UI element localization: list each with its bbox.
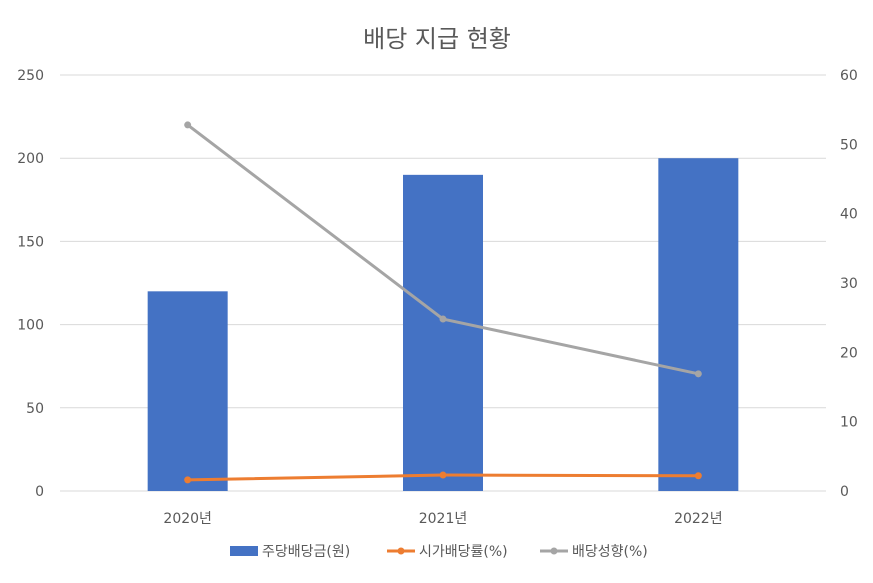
- right-tick-label: 40: [840, 207, 858, 223]
- line-series: [184, 121, 702, 484]
- legend-swatch: [230, 546, 258, 556]
- legend-label: 배당성향(%): [572, 544, 648, 560]
- bar: [658, 158, 739, 491]
- legend-marker: [397, 547, 405, 555]
- chart-title: 배당 지급 현황: [363, 25, 511, 53]
- bar: [147, 291, 228, 491]
- right-tick-label: 10: [840, 415, 858, 431]
- x-tick-label: 2021년: [419, 511, 468, 527]
- x-tick-label: 2022년: [674, 511, 723, 527]
- x-tick-label: 2020년: [163, 511, 212, 527]
- legend-marker: [550, 547, 558, 555]
- left-tick-label: 150: [17, 234, 44, 250]
- data-point: [439, 471, 447, 479]
- right-tick-label: 30: [840, 276, 858, 292]
- data-point: [694, 370, 702, 378]
- right-tick-label: 50: [840, 137, 858, 153]
- data-point: [694, 472, 702, 480]
- left-tick-label: 0: [35, 484, 44, 500]
- legend-label: 주당배당금(원): [262, 544, 350, 560]
- bar-series: [147, 158, 739, 491]
- left-tick-label: 100: [17, 318, 44, 334]
- legend: 주당배당금(원) 시가배당률(%) 배당성향(%): [230, 544, 648, 560]
- right-tick-label: 60: [840, 68, 858, 84]
- bar: [403, 174, 483, 491]
- left-tick-label: 250: [17, 68, 44, 84]
- right-axis-ticks: 0 10 20 30 40 50 60: [840, 68, 858, 500]
- left-tick-label: 50: [26, 401, 44, 417]
- left-axis-ticks: 0 50 100 150 200 250: [17, 68, 44, 500]
- right-tick-label: 20: [840, 345, 858, 361]
- x-axis-ticks: 2020년 2021년 2022년: [163, 511, 722, 527]
- legend-label: 시가배당률(%): [419, 544, 508, 560]
- data-point: [184, 476, 192, 484]
- data-point: [184, 121, 192, 129]
- data-point: [439, 315, 447, 323]
- right-tick-label: 0: [840, 484, 849, 500]
- left-tick-label: 200: [17, 151, 44, 167]
